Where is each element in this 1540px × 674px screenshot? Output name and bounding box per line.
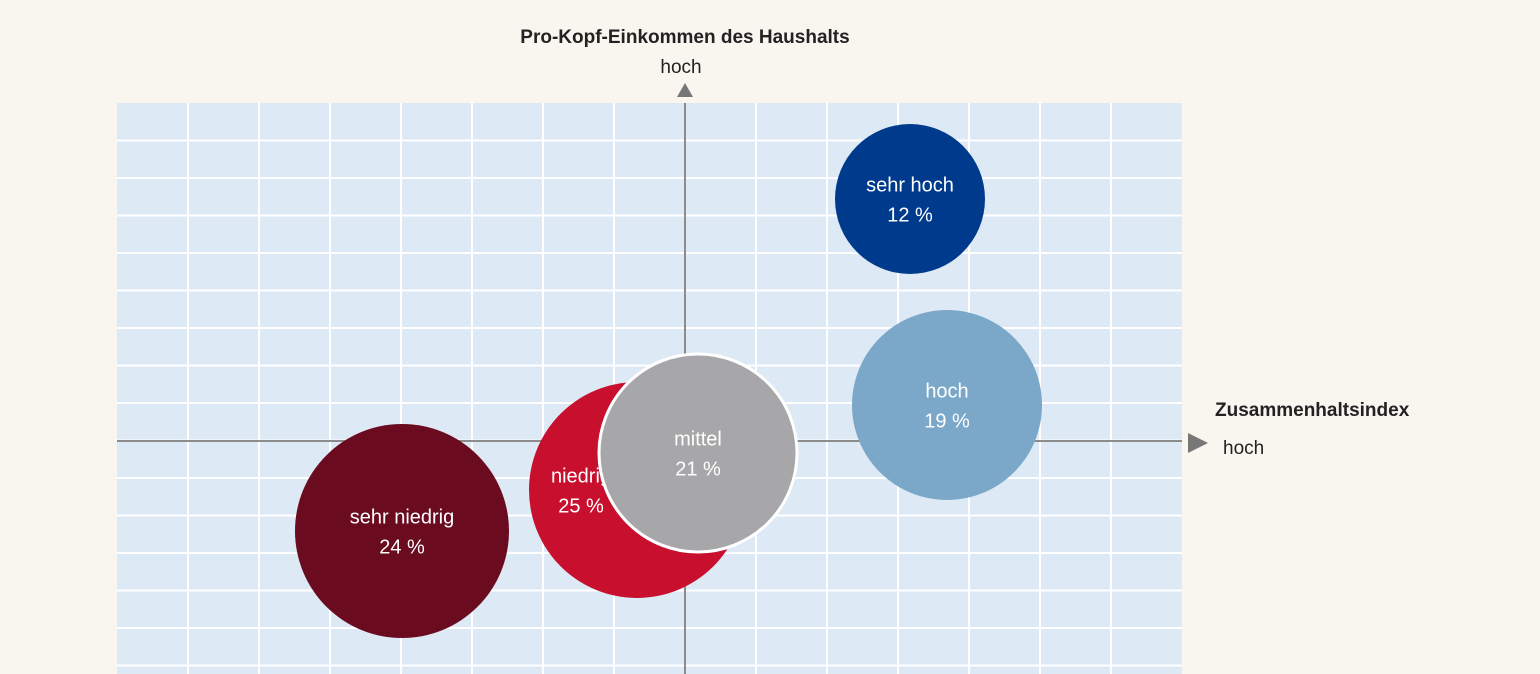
- bubble-label: sehr hoch: [866, 174, 954, 196]
- bubble-value: 21 %: [675, 458, 721, 480]
- bubbles: sehr hoch 12 % hoch 19 % sehr niedrig 24 % nie…: [295, 124, 1042, 638]
- x-axis-end: hoch: [1223, 438, 1264, 459]
- bubble-value: 12 %: [887, 204, 933, 226]
- y-axis-end: hoch: [660, 57, 701, 78]
- bubble-label: hoch: [925, 380, 968, 402]
- bubble-label: niedrig: [551, 465, 611, 487]
- y-arrow: [677, 83, 693, 97]
- bubble: [295, 424, 509, 638]
- x-arrow: [1188, 433, 1208, 453]
- bubble-label: mittel: [674, 428, 722, 450]
- y-axis-title: Pro-Kopf-Einkommen des Haushalts: [520, 27, 849, 48]
- bubble-value: 24 %: [379, 536, 425, 558]
- bubble-label: sehr niedrig: [350, 506, 455, 528]
- x-axis-title: Zusammenhaltsindex: [1215, 400, 1410, 421]
- bubble: [597, 352, 799, 554]
- bubble-value: 25 %: [558, 495, 604, 517]
- bubble: [835, 124, 985, 274]
- bubble-value: 19 %: [924, 410, 970, 432]
- bubble: [852, 310, 1042, 500]
